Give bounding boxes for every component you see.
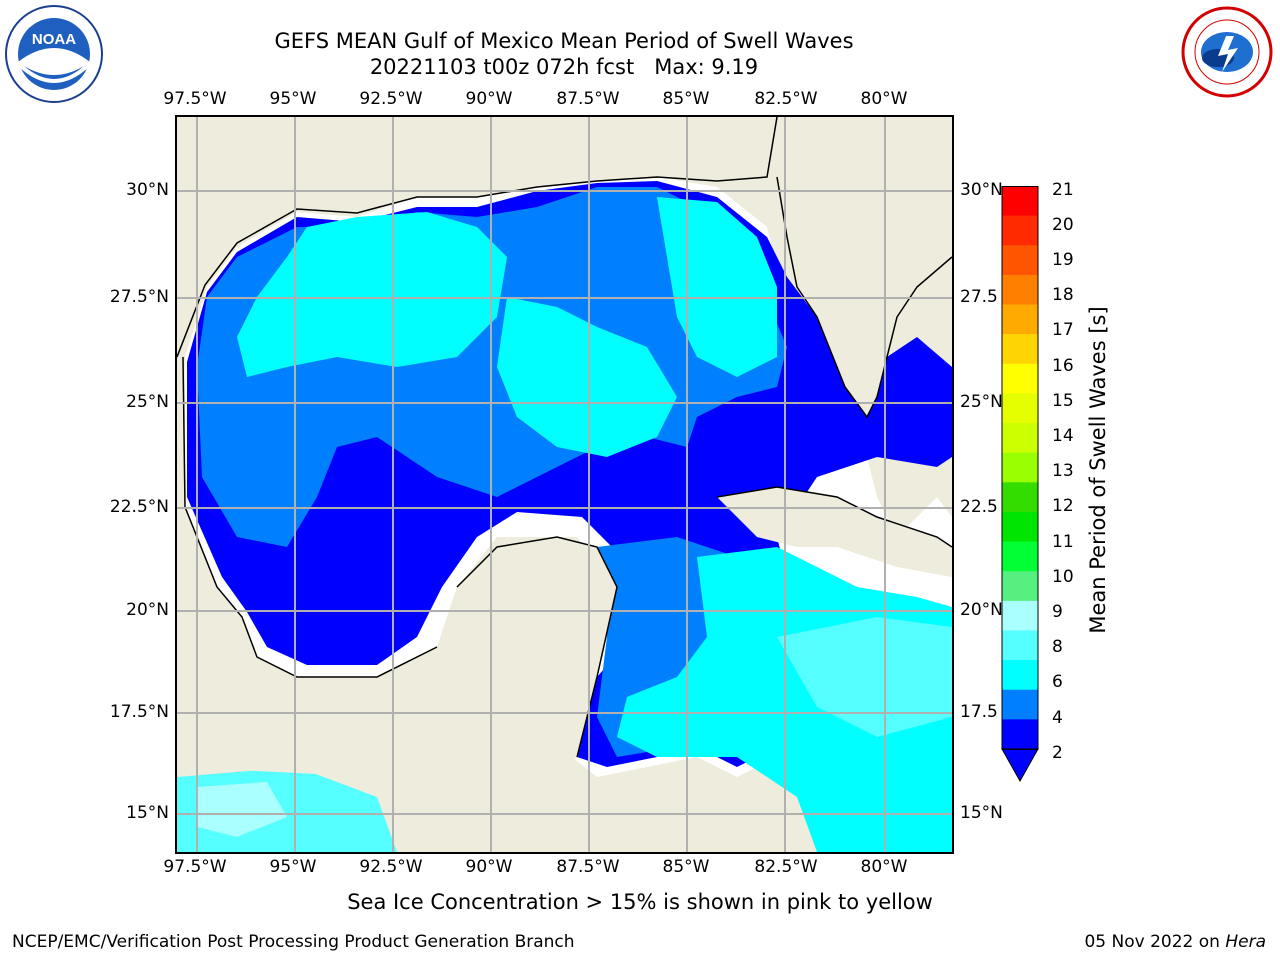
colorbar-band (1002, 719, 1038, 750)
colorbar-label: 16 (1052, 356, 1074, 376)
lon-tick-bottom: 82.5°W (754, 857, 818, 877)
lat-tick-right: 30°N (960, 180, 1003, 200)
lat-tick-left: 17.5°N (109, 702, 169, 722)
mexico-land (177, 657, 447, 777)
colorbar-band (1002, 363, 1038, 394)
yucatan-coastline (456, 536, 618, 758)
lat-tick-left: 15°N (126, 803, 169, 823)
lon-tick-top: 80°W (860, 89, 908, 109)
lon-tick-bottom: 95°W (269, 857, 317, 877)
colorbar-label: 14 (1052, 426, 1074, 446)
lat-tick-left: 22.5°N (109, 497, 169, 517)
colorbar-band (1002, 215, 1038, 246)
lat-tick-right: 15°N (960, 803, 1003, 823)
colorbar-label: 10 (1052, 567, 1074, 587)
footer-date-text: 05 Nov 2022 on (1084, 932, 1226, 952)
lat-tick-right: 22.5 (960, 497, 998, 517)
swell-4to6-west (237, 212, 507, 377)
colorbar-label: 8 (1052, 637, 1063, 657)
colorbar-label: 20 (1052, 215, 1074, 235)
lon-tick-top: 97.5°W (163, 89, 227, 109)
lat-tick-right: 25°N (960, 392, 1003, 412)
colorbar-band (1002, 689, 1038, 720)
lat-tick-right: 27.5 (960, 287, 998, 307)
colorbar-label: 6 (1052, 672, 1063, 692)
colorbar-label: 17 (1052, 320, 1074, 340)
map-title: GEFS MEAN Gulf of Mexico Mean Period of … (274, 29, 854, 53)
colorbar-label: 4 (1052, 708, 1063, 728)
swell-8to9-pacific (197, 782, 287, 837)
noaa-logo: NOAA (5, 5, 103, 103)
colorbar-label: 19 (1052, 250, 1074, 270)
footer-date: 05 Nov 2022 on Hera (1084, 932, 1266, 952)
swell-4to6-center (497, 297, 677, 457)
colorbar-band (1002, 600, 1038, 631)
map-canvas (177, 117, 952, 852)
colorbar-label: 2 (1052, 743, 1063, 763)
colorbar-label: 9 (1052, 602, 1063, 622)
colorbar-band (1002, 660, 1038, 691)
colorbar-extend-arrow (1001, 748, 1039, 783)
footer-host: Hera (1225, 932, 1266, 952)
lon-tick-top: 95°W (269, 89, 317, 109)
lon-tick-bottom: 87.5°W (556, 857, 620, 877)
colorbar-label: 12 (1052, 496, 1074, 516)
mexico-coastline (182, 356, 438, 678)
lon-tick-bottom: 90°W (465, 857, 513, 877)
colorbar-label: 18 (1052, 285, 1074, 305)
colorbar-label: 11 (1052, 532, 1074, 552)
lon-tick-top: 90°W (465, 89, 513, 109)
colorbar-label: 15 (1052, 391, 1074, 411)
cuba-land (717, 487, 952, 577)
noaa-logo-text: NOAA (32, 31, 76, 48)
lon-tick-bottom: 92.5°W (359, 857, 423, 877)
lat-tick-left: 20°N (126, 600, 169, 620)
lon-tick-top: 85°W (662, 89, 710, 109)
lon-tick-top: 87.5°W (556, 89, 620, 109)
nws-logo (1181, 6, 1273, 98)
colorbar-label: 21 (1052, 180, 1074, 200)
colorbar-band (1002, 245, 1038, 276)
colorbar-border (1001, 186, 1039, 750)
lat-tick-left: 30°N (126, 180, 169, 200)
colorbar-band (1002, 482, 1038, 513)
graticule (177, 117, 952, 852)
colorbar-band (1002, 541, 1038, 572)
lon-tick-bottom: 85°W (662, 857, 710, 877)
map-panel (175, 115, 954, 854)
colorbar-title: Mean Period of Swell Waves [s] (1086, 306, 1110, 634)
us-coastline (177, 117, 778, 358)
colorbar-band (1002, 334, 1038, 365)
lat-tick-left: 25°N (126, 392, 169, 412)
lon-tick-bottom: 80°W (860, 857, 908, 877)
lat-tick-right: 17.5 (960, 702, 998, 722)
colorbar (1001, 186, 1039, 783)
colorbar-band (1002, 186, 1038, 217)
footer-branch: NCEP/EMC/Verification Post Processing Pr… (12, 932, 575, 952)
sea-ice-note: Sea Ice Concentration > 15% is shown in … (347, 890, 933, 914)
yucatan-land (457, 537, 617, 777)
colorbar-band (1002, 511, 1038, 543)
colorbar-band (1002, 304, 1038, 335)
colorbar-band (1002, 630, 1038, 661)
swell-6to8-caribbean (777, 617, 952, 737)
colorbar-band (1002, 274, 1038, 306)
map-subtitle: 20221103 t00z 072h fcst Max: 9.19 (369, 55, 759, 79)
lat-tick-left: 27.5°N (109, 287, 169, 307)
colorbar-band (1002, 452, 1038, 483)
lon-tick-top: 92.5°W (359, 89, 423, 109)
lon-tick-bottom: 97.5°W (163, 857, 227, 877)
lat-tick-right: 20°N (960, 600, 1003, 620)
colorbar-band (1002, 393, 1038, 424)
lon-tick-top: 82.5°W (754, 89, 818, 109)
colorbar-band (1002, 423, 1038, 454)
colorbar-label: 13 (1052, 461, 1074, 481)
colorbar-band (1002, 571, 1038, 602)
